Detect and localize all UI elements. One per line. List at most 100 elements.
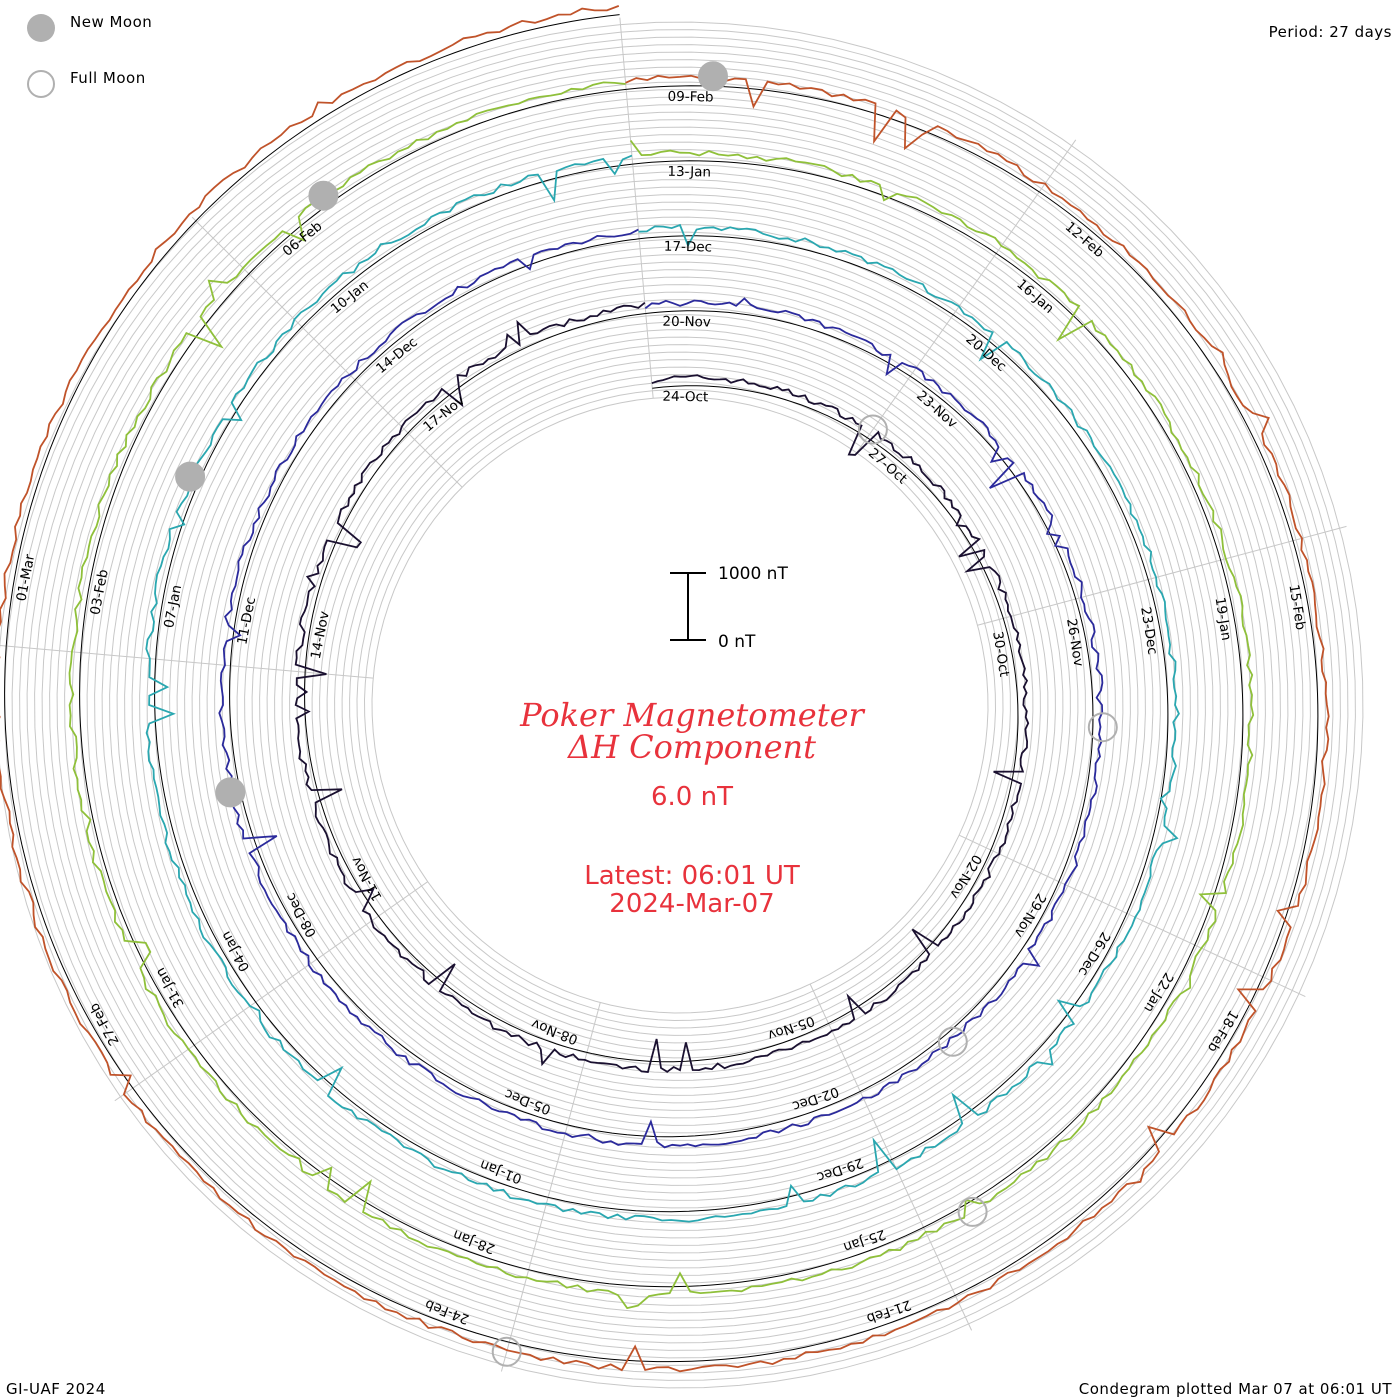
date-label: 09-Feb: [667, 89, 713, 106]
grid-circle: [11, 36, 1349, 1374]
new-moon-legend-icon: [27, 14, 55, 42]
date-label: 29-Nov: [1010, 890, 1049, 940]
date-label: 19-Jan: [1212, 596, 1235, 642]
date-label: 01-Mar: [13, 553, 38, 603]
full-moon-marker: [491, 1336, 522, 1367]
date-label: 17-Dec: [664, 239, 712, 256]
grid-circle: [79, 104, 1281, 1306]
grid-circle: [101, 126, 1259, 1284]
date-label: 28-Jan: [451, 1226, 497, 1257]
date-label: 24-Oct: [662, 389, 708, 406]
full-moon-marker: [857, 414, 888, 445]
baseline-2: [229, 238, 1094, 1138]
grid-circle: [311, 336, 1049, 1074]
grid-circle: [259, 284, 1101, 1126]
full-moon-marker: [937, 1026, 968, 1057]
date-label: 23-Dec: [1137, 606, 1160, 656]
series-line-2: [218, 228, 1104, 1149]
grid-circle: [94, 119, 1266, 1291]
credit-label: GI-UAF 2024: [6, 1380, 106, 1398]
grid-circle: [326, 351, 1034, 1059]
grid-circle: [71, 96, 1289, 1314]
grid-circle: [356, 381, 1004, 1029]
chart-value: 6.0 nT: [651, 782, 733, 812]
scale-bar: 1000 nT 0 nT: [670, 564, 788, 652]
date-label: 02-Nov: [946, 852, 985, 902]
grid-circle: [116, 141, 1244, 1269]
grid-circle: [109, 134, 1251, 1276]
date-label: 21-Feb: [864, 1296, 913, 1326]
grid-circle: [34, 59, 1326, 1351]
grid-spoke: [619, 17, 654, 399]
grid-circle: [26, 51, 1334, 1359]
grid-spoke: [958, 834, 1306, 998]
date-label: 26-Nov: [1063, 617, 1086, 667]
new-moon-marker: [308, 180, 339, 211]
baseline-5: [4, 14, 1319, 1363]
grid-circle: [251, 276, 1109, 1134]
new-moon-marker: [215, 777, 246, 808]
grid-circle: [229, 254, 1131, 1156]
grid-circle: [319, 344, 1041, 1066]
grid-circle: [191, 216, 1169, 1194]
grid-circle: [64, 89, 1296, 1321]
baseline-1: [303, 313, 1019, 1063]
date-label: 26-Dec: [1075, 929, 1114, 979]
date-label: 02-Dec: [790, 1083, 841, 1114]
grid-circle: [206, 231, 1154, 1179]
grid-circle: [296, 321, 1064, 1089]
grid-circle: [363, 388, 997, 1022]
scale-top-label: 1000 nT: [718, 564, 788, 584]
grid-circle: [244, 269, 1116, 1141]
chart-subtitle: ΔH Component: [566, 728, 816, 766]
date-label: 30-Oct: [989, 630, 1012, 678]
series-line-1: [294, 301, 1030, 1073]
data-series: [0, 5, 1330, 1373]
grid-circle: [281, 306, 1079, 1104]
grid-circle: [184, 209, 1176, 1201]
series-line-5: [0, 5, 1330, 1373]
grid-rings: [0, 21, 1364, 1389]
grid-circle: [56, 81, 1304, 1329]
date-label: 23-Nov: [913, 388, 960, 432]
grid-circle: [341, 366, 1019, 1044]
scale-bottom-label: 0 nT: [718, 632, 756, 652]
grid-circle: [176, 201, 1184, 1209]
grid-spoke: [809, 983, 973, 1331]
grid-spoke: [500, 1002, 601, 1372]
grid-circle: [334, 359, 1026, 1051]
grid-spoke: [0, 645, 374, 679]
full-moon-marker: [957, 1196, 988, 1227]
date-label: 11-Dec: [234, 596, 259, 646]
date-label: 04-Jan: [218, 928, 253, 974]
date-label: 15-Feb: [1285, 583, 1308, 631]
new-moon-legend-label: New Moon: [70, 13, 153, 31]
grid-circle: [221, 246, 1139, 1164]
date-label: 14-Nov: [308, 610, 333, 661]
grid-circle: [161, 186, 1199, 1224]
grid-spoke: [977, 525, 1347, 626]
grid-circle: [169, 194, 1191, 1216]
date-label: 20-Nov: [662, 314, 711, 331]
series-line-4: [68, 81, 1255, 1310]
date-label: 05-Nov: [766, 1012, 817, 1043]
grid-circle: [41, 66, 1319, 1344]
latest-time: Latest: 06:01 UT: [584, 861, 800, 891]
date-label: 29-Dec: [815, 1154, 866, 1185]
date-label: 01-Jan: [478, 1156, 524, 1187]
full-moon-legend-icon: [27, 70, 55, 98]
grid-spoke: [191, 216, 463, 488]
grid-circle: [4, 29, 1356, 1381]
grid-circle: [266, 291, 1094, 1119]
grid-circle: [289, 314, 1071, 1096]
plotted-time-label: Condegram plotted Mar 07 at 06:01 UT: [1078, 1380, 1392, 1398]
full-moon-legend-label: Full Moon: [70, 69, 146, 87]
grid-spoke: [114, 881, 428, 1102]
grid-circle: [236, 261, 1124, 1149]
latest-date: 2024-Mar-07: [609, 889, 774, 919]
full-moon-marker: [1087, 712, 1118, 743]
date-label: 20-Dec: [962, 331, 1009, 375]
grid-circle: [86, 111, 1274, 1299]
chart-title: Poker Magnetometer: [519, 696, 865, 734]
